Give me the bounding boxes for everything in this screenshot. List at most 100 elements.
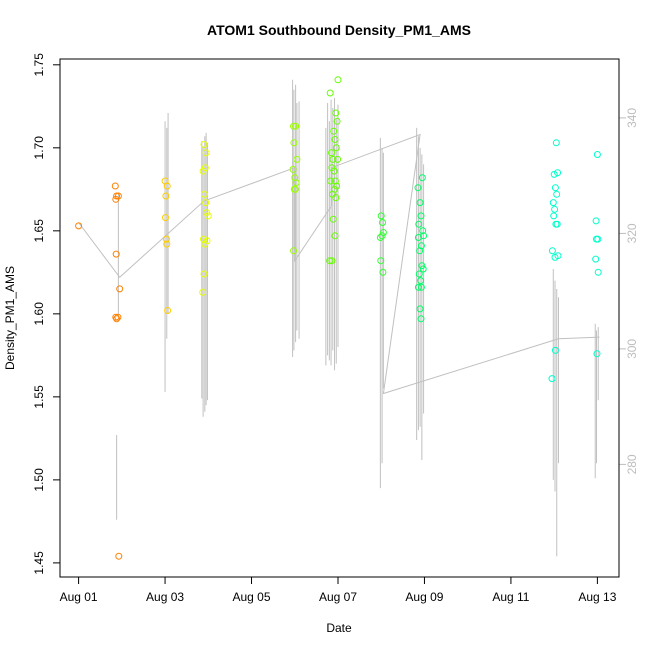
data-point [594,268,602,276]
data-point [163,182,171,190]
data-point [328,257,336,265]
data-point [293,155,301,163]
data-point [328,149,335,157]
data-point [553,190,561,198]
data-points [75,76,602,560]
data-point [331,136,339,143]
data-point [551,184,559,192]
data-point [326,257,334,265]
data-point [550,212,558,220]
data-point [199,288,207,296]
right-tick-label: 340 [625,108,639,128]
data-point [114,192,122,200]
right-tick-label: 280 [625,454,639,474]
data-point [163,240,171,248]
data-point [414,234,422,241]
data-point [554,252,562,260]
data-point [203,237,211,245]
right-tick-label: 320 [625,223,639,243]
data-point [416,247,424,255]
data-point [548,375,556,383]
data-point [202,199,210,207]
data-point [332,144,340,152]
data-point [377,257,385,265]
data-point [414,184,422,192]
data-point [592,255,600,263]
y-tick-label: 1.75 [32,53,46,77]
data-point [594,235,602,243]
data-point [200,235,207,243]
data-point [548,247,556,255]
axes: Aug 01 Aug 03 Aug 05 Aug 07 Aug 09 Aug 11 Aug … [32,53,639,604]
data-point [418,262,426,270]
trace-path [78,133,600,395]
data-point [329,215,337,223]
x-tick-label: Aug 07 [319,590,357,604]
data-point [331,177,339,185]
data-point [417,283,425,291]
y-tick-label: 1.70 [32,136,46,160]
data-point [415,220,423,228]
data-point [291,174,299,182]
data-point [204,212,212,220]
data-point [593,151,601,158]
data-point [290,139,298,147]
data-point [417,277,425,285]
y-tick-label: 1.50 [32,468,46,492]
data-point [114,313,122,321]
data-point [200,190,208,198]
data-point [291,185,299,193]
y-tick-label: 1.65 [32,219,46,243]
data-point [326,89,334,97]
data-point [550,170,558,178]
data-point [379,229,387,236]
data-point [549,199,557,207]
x-tick-label: Aug 01 [60,590,98,604]
x-tick-label: Aug 09 [405,590,443,604]
data-point [416,199,424,207]
data-point [292,179,300,187]
data-point [417,315,425,323]
data-point [379,219,386,226]
data-point [417,212,425,220]
data-point [116,285,124,293]
data-point [75,222,83,230]
data-point [378,232,386,240]
data-point [331,232,339,240]
data-point [115,552,123,560]
trace-lines [78,79,600,557]
data-point [289,165,297,173]
data-point [290,122,297,130]
data-point [162,192,170,200]
y-tick-label: 1.45 [32,551,46,575]
x-tick-label: Aug 13 [578,590,616,604]
data-point [377,212,385,220]
y-tick-label: 1.55 [32,385,46,409]
x-tick-label: Aug 11 [492,590,529,604]
data-point [327,177,335,185]
data-point [200,270,208,278]
data-point [592,217,600,225]
data-point [379,268,387,276]
data-point [200,141,208,148]
data-point [162,235,170,243]
data-point [290,247,297,255]
data-point [113,315,121,323]
data-point [419,265,427,273]
data-point [415,270,423,278]
data-point [332,109,340,117]
data-point [330,167,338,175]
data-point [201,164,209,172]
data-point [551,346,559,354]
data-point [417,242,425,250]
data-point [292,122,300,130]
data-point [329,155,337,163]
chart-title: ATOM1 Southbound Density_PM1_AMS [207,22,471,38]
data-point [112,250,120,258]
data-point [333,117,341,125]
x-tick-label: Aug 05 [232,590,270,604]
data-point [416,305,424,313]
data-point [554,169,562,177]
data-point [593,350,601,358]
